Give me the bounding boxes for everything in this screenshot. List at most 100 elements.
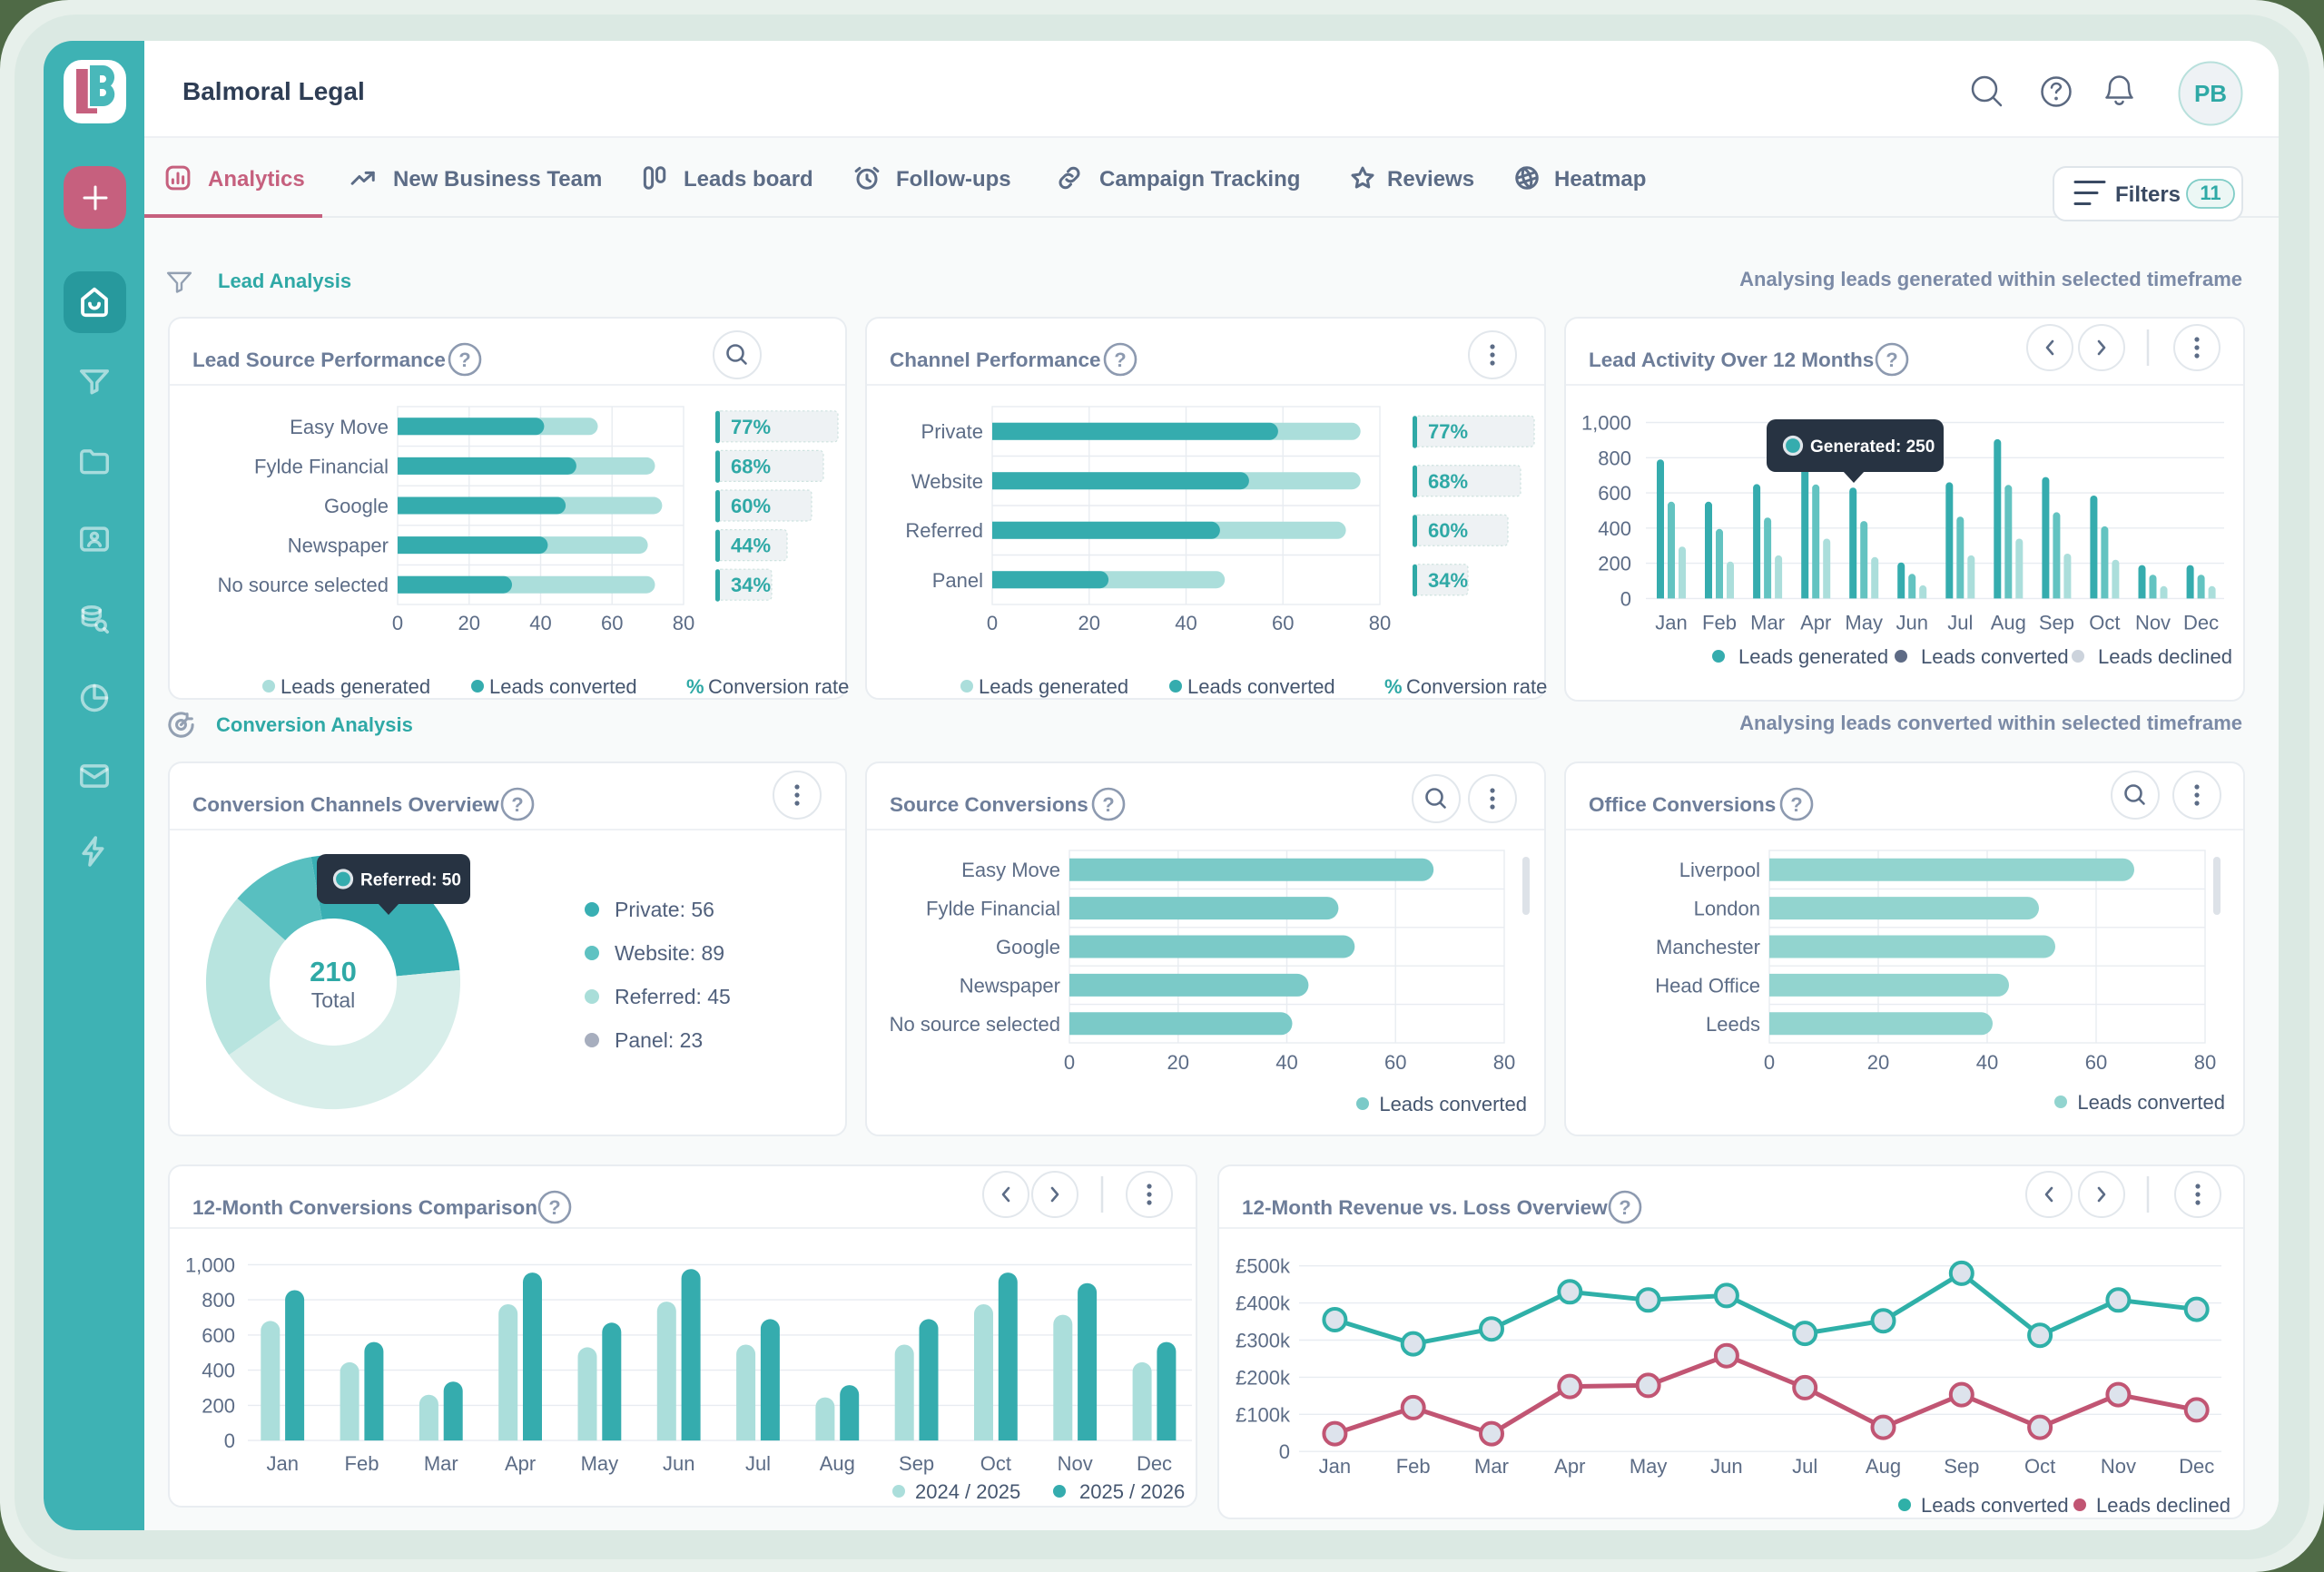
svg-text:Panel: Panel <box>932 569 983 592</box>
svg-text:?: ? <box>511 793 523 816</box>
svg-text:?: ? <box>1790 793 1802 816</box>
svg-text:Jan: Jan <box>1319 1455 1351 1478</box>
svg-text:Conversion Channels Overview: Conversion Channels Overview <box>192 793 499 816</box>
svg-text:Mar: Mar <box>1474 1455 1509 1478</box>
svg-text:Aug: Aug <box>1991 611 2026 634</box>
svg-text:Generated: 250: Generated: 250 <box>1810 437 1935 457</box>
svg-text:Leads converted: Leads converted <box>1921 645 2069 668</box>
svg-text:£200k: £200k <box>1236 1366 1291 1389</box>
svg-text:400: 400 <box>202 1360 235 1382</box>
svg-text:Nov: Nov <box>1058 1452 1093 1475</box>
svg-text:Total: Total <box>311 988 356 1012</box>
svg-text:Website: 89: Website: 89 <box>615 941 724 965</box>
svg-text:80: 80 <box>1369 612 1391 634</box>
svg-text:40: 40 <box>529 612 551 634</box>
svg-text:Leads generated: Leads generated <box>1738 645 1888 668</box>
svg-text:Jul: Jul <box>1792 1455 1817 1478</box>
svg-text:Jan: Jan <box>266 1452 298 1475</box>
svg-text:0: 0 <box>1764 1051 1775 1074</box>
svg-text:20: 20 <box>458 612 480 634</box>
svg-text:Panel: 23: Panel: 23 <box>615 1028 703 1052</box>
svg-text:80: 80 <box>1493 1051 1515 1074</box>
svg-text:Leads declined: Leads declined <box>2098 645 2232 668</box>
svg-text:Office Conversions: Office Conversions <box>1589 793 1776 816</box>
svg-text:£300k: £300k <box>1236 1330 1291 1352</box>
svg-text:20: 20 <box>1167 1051 1189 1074</box>
svg-text:%: % <box>686 675 704 698</box>
svg-text:Dec: Dec <box>2179 1455 2214 1478</box>
svg-text:0: 0 <box>1279 1440 1290 1463</box>
svg-text:Jun: Jun <box>1710 1455 1742 1478</box>
svg-text:Private: 56: Private: 56 <box>615 898 714 921</box>
svg-text:2024 / 2025: 2024 / 2025 <box>915 1480 1020 1503</box>
svg-text:Nov: Nov <box>2135 611 2171 634</box>
svg-text:Follow-ups: Follow-ups <box>896 167 1011 192</box>
svg-text:800: 800 <box>202 1289 235 1312</box>
svg-text:0: 0 <box>224 1430 235 1452</box>
svg-text:?: ? <box>1102 793 1114 816</box>
svg-text:Leads converted: Leads converted <box>1187 675 1335 698</box>
svg-text:Leads board: Leads board <box>684 167 813 192</box>
svg-text:80: 80 <box>673 612 694 634</box>
svg-text:Fylde Financial: Fylde Financial <box>254 455 389 477</box>
svg-text:0: 0 <box>1064 1051 1075 1074</box>
svg-text:May: May <box>1630 1455 1668 1478</box>
svg-text:Filters: Filters <box>2115 182 2181 207</box>
svg-text:Conversion Analysis: Conversion Analysis <box>216 713 413 736</box>
svg-text:Feb: Feb <box>1396 1455 1431 1478</box>
svg-text:Feb: Feb <box>1702 611 1737 634</box>
svg-text:800: 800 <box>1598 447 1631 469</box>
svg-text:No source selected: No source selected <box>890 1013 1060 1036</box>
svg-text:600: 600 <box>202 1324 235 1347</box>
svg-text:Lead Activity Over 12 Months: Lead Activity Over 12 Months <box>1589 349 1874 371</box>
svg-text:Reviews: Reviews <box>1387 167 1474 192</box>
svg-text:68%: 68% <box>1428 470 1468 493</box>
svg-text:Referred: Referred <box>905 519 983 542</box>
svg-text:Google: Google <box>324 495 389 517</box>
svg-text:Liverpool: Liverpool <box>1679 859 1760 881</box>
svg-text:?: ? <box>458 349 470 371</box>
svg-text:200: 200 <box>1598 553 1631 575</box>
svg-text:34%: 34% <box>1428 569 1468 592</box>
svg-text:Leads generated: Leads generated <box>281 675 430 698</box>
svg-text:Jun: Jun <box>1896 611 1927 634</box>
svg-text:Lead Source Performance: Lead Source Performance <box>192 349 446 371</box>
svg-text:2025 / 2026: 2025 / 2026 <box>1079 1480 1185 1503</box>
svg-text:60: 60 <box>2085 1051 2107 1074</box>
svg-text:£100k: £100k <box>1236 1403 1291 1426</box>
svg-text:Leads generated: Leads generated <box>979 675 1128 698</box>
svg-text:PB: PB <box>2194 80 2227 107</box>
svg-text:Apr: Apr <box>1554 1455 1585 1478</box>
svg-text:Easy Move: Easy Move <box>961 859 1060 881</box>
svg-text:Analysing leads converted with: Analysing leads converted within selecte… <box>1739 712 2242 734</box>
svg-text:Leads declined: Leads declined <box>2096 1494 2230 1517</box>
svg-text:Conversion rate: Conversion rate <box>1406 675 1547 698</box>
svg-text:44%: 44% <box>731 535 771 557</box>
svg-text:0: 0 <box>1620 587 1631 610</box>
svg-text:20: 20 <box>1078 612 1100 634</box>
svg-text:Balmoral Legal: Balmoral Legal <box>182 77 365 105</box>
svg-text:Jan: Jan <box>1655 611 1687 634</box>
svg-text:77%: 77% <box>731 416 771 438</box>
svg-text:£500k: £500k <box>1236 1255 1291 1278</box>
svg-text:Jul: Jul <box>1947 611 1973 634</box>
svg-text:Referred: 45: Referred: 45 <box>615 985 731 1008</box>
svg-text:11: 11 <box>2200 182 2221 204</box>
svg-text:60: 60 <box>601 612 623 634</box>
svg-text:New Business Team: New Business Team <box>393 167 602 192</box>
svg-text:Jul: Jul <box>745 1452 771 1475</box>
svg-text:Apr: Apr <box>1800 611 1831 634</box>
svg-text:Lead Analysis: Lead Analysis <box>218 270 351 292</box>
svg-text:Heatmap: Heatmap <box>1554 167 1646 192</box>
svg-text:Feb: Feb <box>345 1452 379 1475</box>
svg-text:%: % <box>1384 675 1403 698</box>
svg-text:Aug: Aug <box>820 1452 855 1475</box>
svg-text:Dec: Dec <box>2183 611 2219 634</box>
svg-text:20: 20 <box>1867 1051 1889 1074</box>
svg-text:Analysing leads generated with: Analysing leads generated within selecte… <box>1739 268 2242 290</box>
svg-text:Conversion rate: Conversion rate <box>708 675 849 698</box>
svg-text:Oct: Oct <box>980 1452 1011 1475</box>
svg-text:400: 400 <box>1598 517 1631 540</box>
svg-text:No source selected: No source selected <box>218 574 389 596</box>
svg-text:?: ? <box>1886 349 1897 371</box>
